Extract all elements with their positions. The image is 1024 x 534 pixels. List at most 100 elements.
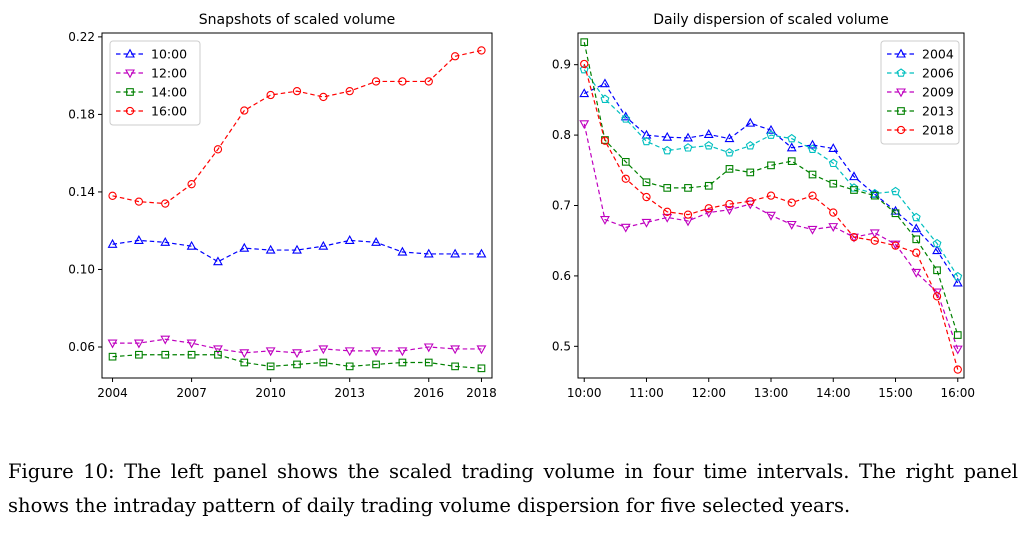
data-point: [161, 199, 170, 208]
data-point: [684, 184, 692, 192]
data-point: [725, 148, 734, 157]
data-point: [344, 347, 355, 357]
series-14-00: [108, 350, 486, 373]
legend-marker: [125, 106, 135, 116]
data-point: [870, 191, 879, 200]
data-point: [186, 240, 197, 250]
data-point: [828, 143, 839, 153]
data-point: [160, 236, 171, 246]
data-point: [704, 204, 713, 213]
data-point: [398, 358, 407, 367]
data-point: [952, 277, 963, 287]
data-point: [135, 350, 143, 359]
data-point: [133, 339, 144, 349]
data-point: [213, 145, 223, 154]
data-point: [292, 86, 302, 96]
data-point: [787, 133, 797, 143]
data-point: [952, 345, 963, 355]
data-point: [953, 331, 962, 339]
legend-marker: [125, 48, 135, 58]
data-point: [450, 345, 461, 355]
data-point: [787, 157, 796, 165]
chart-title: Snapshots of scaled volume: [199, 12, 395, 28]
data-point: [450, 248, 461, 258]
left-panel-snapshots: Snapshots of scaled volume 0.06 0.10 0.14 0.…: [68, 12, 496, 400]
data-point: [642, 192, 651, 202]
data-point: [766, 191, 776, 200]
data-point: [828, 158, 838, 168]
data-point: [912, 248, 921, 257]
data-point: [186, 339, 197, 349]
x-tick-label: 13:00: [754, 386, 789, 400]
data-point: [213, 345, 223, 355]
data-point: [450, 52, 460, 61]
data-point: [683, 210, 693, 219]
data-point: [580, 59, 589, 69]
data-point: [451, 362, 459, 371]
data-point: [704, 181, 713, 190]
data-point: [849, 233, 859, 243]
data-point: [397, 347, 408, 357]
data-point: [319, 92, 328, 102]
y-tick-label: 0.6: [552, 269, 571, 283]
data-point: [953, 271, 963, 281]
series-line-10-00: [112, 239, 482, 263]
data-point: [292, 244, 302, 254]
legend-marker: [896, 125, 906, 135]
series-16-00: [108, 46, 486, 208]
data-point: [292, 349, 302, 359]
data-point: [662, 145, 672, 155]
data-point: [344, 235, 355, 244]
y-tick-label: 0.22: [68, 30, 95, 44]
data-point: [620, 223, 631, 233]
data-point: [161, 350, 170, 359]
y-tick-label: 0.14: [68, 185, 95, 199]
data-point: [134, 197, 144, 206]
data-point: [808, 144, 817, 153]
legend-box: [109, 40, 201, 126]
data-point: [424, 77, 433, 86]
chart-title: Daily dispersion of scaled volume: [653, 12, 889, 28]
data-point: [579, 64, 589, 74]
legend-label: 2004: [922, 47, 954, 62]
data-point: [911, 212, 921, 222]
data-point: [912, 235, 921, 244]
legend-marker: [897, 107, 905, 115]
legend-label: 2009: [922, 85, 954, 100]
data-point: [911, 223, 922, 233]
data-point: [807, 225, 818, 235]
data-point: [662, 213, 673, 223]
data-point: [766, 130, 776, 139]
data-point: [808, 170, 817, 179]
legend-label: 12:00: [151, 66, 187, 81]
data-point: [621, 157, 630, 166]
data-point: [397, 246, 408, 256]
x-tick-label: 2013: [334, 386, 365, 400]
data-point: [600, 94, 610, 103]
x-tick-label: 12:00: [691, 386, 726, 400]
x-tick-label: 2007: [176, 386, 207, 400]
y-tick-label: 0.18: [68, 107, 95, 121]
right-panel-dispersion: Daily dispersion of scaled volume 0.5 0.6 0…: [552, 12, 975, 400]
figure: Snapshots of scaled volume 0.06 0.10 0.14 0.…: [68, 12, 975, 400]
data-point: [870, 236, 879, 245]
data-point: [890, 240, 901, 250]
legend-item-14-00: 14:00: [116, 85, 187, 100]
series-line-2013: [583, 42, 959, 336]
data-point: [579, 120, 590, 130]
legend-item-2004: 2004: [887, 47, 954, 62]
series-line-2018: [583, 63, 959, 370]
data-point: [318, 240, 329, 250]
legend: 10:00 12:00 14:00 16:00: [109, 40, 201, 126]
data-point: [745, 117, 756, 127]
data-point: [424, 358, 433, 367]
series-2009: [579, 120, 963, 355]
legend-item-12-00: 12:00: [116, 66, 187, 81]
data-point: [767, 161, 775, 170]
series-line-14-00: [112, 354, 482, 369]
series-line-2009: [583, 123, 959, 350]
data-point: [911, 268, 922, 278]
series-2018: [580, 59, 962, 374]
data-point: [703, 208, 714, 218]
data-point: [787, 198, 796, 207]
